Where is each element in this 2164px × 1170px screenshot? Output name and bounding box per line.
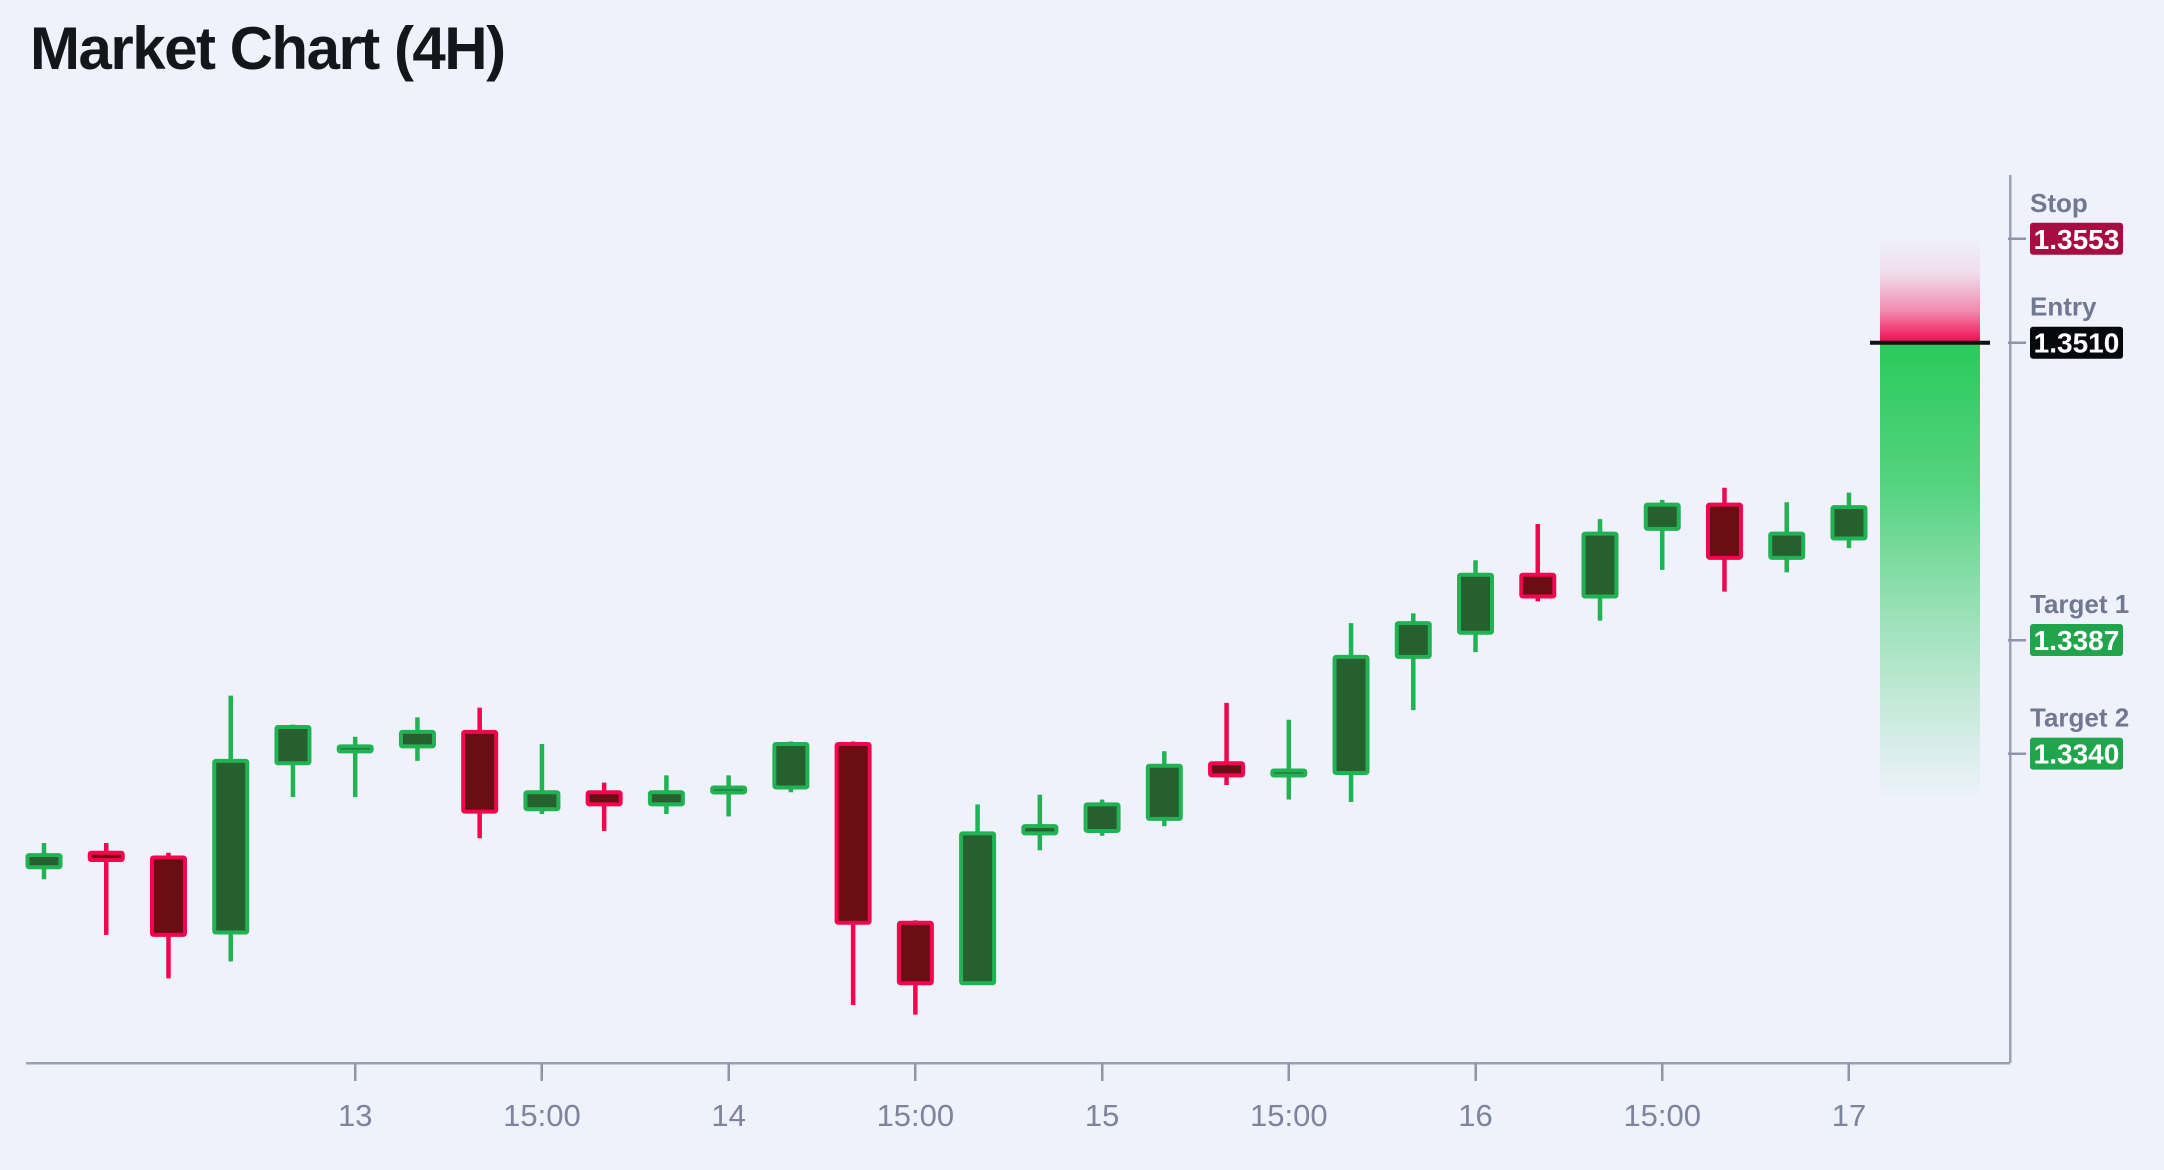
level-badge-value-target1: 1.3387 bbox=[2034, 625, 2120, 656]
candle-body bbox=[1394, 621, 1432, 659]
candle-bullish bbox=[772, 741, 810, 793]
candle-body bbox=[87, 850, 125, 862]
reward-zone bbox=[1880, 342, 1980, 802]
candle-body bbox=[1705, 502, 1743, 560]
candle-bullish bbox=[1768, 502, 1806, 573]
candle-bullish bbox=[523, 743, 561, 815]
candle-bullish bbox=[1643, 499, 1681, 570]
candle-bullish bbox=[710, 775, 748, 817]
x-axis-tick-label: 14 bbox=[711, 1098, 745, 1133]
candle-bullish bbox=[1394, 613, 1432, 711]
candle-body bbox=[1208, 761, 1246, 778]
candle-bullish bbox=[1083, 799, 1121, 836]
candle-body bbox=[1519, 572, 1557, 599]
candle-body bbox=[1145, 763, 1183, 821]
x-axis-tick-label: 15:00 bbox=[877, 1098, 955, 1133]
candle-bullish bbox=[398, 717, 436, 761]
candle-bearish bbox=[149, 852, 187, 979]
candle-bullish bbox=[1457, 560, 1495, 653]
candle-bullish bbox=[212, 695, 250, 962]
x-axis-tick-label: 15:00 bbox=[503, 1098, 581, 1133]
candle-body bbox=[461, 729, 499, 814]
x-axis-tick-label: 15:00 bbox=[1250, 1098, 1328, 1133]
candle-body bbox=[1332, 654, 1370, 775]
candle-body bbox=[1643, 502, 1681, 531]
candle-body bbox=[1830, 505, 1868, 541]
risk-zone bbox=[1880, 238, 1980, 343]
price-level-target1: Target 1 1.3387 bbox=[2008, 589, 2129, 657]
level-label-entry: Entry bbox=[2030, 292, 2097, 322]
price-level-stop: Stop 1.3553 bbox=[2008, 188, 2123, 255]
candle-bullish bbox=[336, 736, 374, 798]
price-level-target2: Target 2 1.3340 bbox=[2008, 703, 2129, 770]
candle-bearish bbox=[461, 707, 499, 839]
level-badge-stop[interactable] bbox=[2030, 222, 2123, 255]
candle-body bbox=[647, 790, 685, 807]
candle-bullish bbox=[1021, 794, 1059, 851]
candle-bullish bbox=[1581, 519, 1619, 621]
candle-body bbox=[772, 741, 810, 790]
x-axis-tick-label: 15:00 bbox=[1623, 1098, 1701, 1133]
candle-body bbox=[710, 785, 748, 795]
candle-body bbox=[212, 758, 250, 935]
candle-body bbox=[959, 831, 997, 986]
candle-body bbox=[896, 920, 934, 986]
candle-body bbox=[149, 855, 187, 937]
candle-body bbox=[1270, 768, 1308, 778]
level-label-target2: Target 2 bbox=[2030, 703, 2129, 733]
level-badge-value-entry: 1.3510 bbox=[2034, 328, 2120, 359]
x-axis-tick-label: 13 bbox=[338, 1098, 372, 1133]
level-badge-value-target2: 1.3340 bbox=[2034, 739, 2120, 770]
candle-body bbox=[1768, 531, 1806, 560]
candle-bullish bbox=[1145, 751, 1183, 827]
level-badge-entry[interactable] bbox=[2030, 326, 2123, 359]
candle-bullish bbox=[1830, 492, 1868, 549]
page-title: Market Chart (4H) bbox=[30, 15, 506, 82]
candle-body bbox=[1083, 802, 1121, 833]
candle-bearish bbox=[1208, 702, 1246, 786]
level-badge-target2[interactable] bbox=[2030, 737, 2123, 770]
candle-body bbox=[336, 744, 374, 754]
candle-bullish bbox=[1332, 623, 1370, 802]
candle-bearish bbox=[834, 741, 872, 1005]
candle-bullish bbox=[647, 775, 685, 815]
candle-body bbox=[585, 790, 623, 807]
candle-bearish bbox=[87, 843, 125, 935]
candle-body bbox=[834, 741, 872, 925]
x-axis-tick-label: 17 bbox=[1832, 1098, 1866, 1133]
candle-body bbox=[274, 725, 312, 766]
level-badge-value-stop: 1.3553 bbox=[2034, 224, 2120, 255]
price-level-entry: Entry 1.3510 bbox=[2008, 292, 2123, 359]
candle-bullish bbox=[1270, 719, 1308, 800]
candle-bullish bbox=[959, 804, 997, 986]
candle-bearish bbox=[585, 782, 623, 831]
x-axis-tick-label: 15 bbox=[1085, 1098, 1119, 1133]
level-badge-target1[interactable] bbox=[2030, 624, 2123, 657]
candle-body bbox=[1457, 572, 1495, 635]
x-axis-tick-label: 16 bbox=[1458, 1098, 1492, 1133]
candle-bullish bbox=[25, 843, 63, 880]
candle-body bbox=[398, 729, 436, 749]
candle-bullish bbox=[274, 724, 312, 798]
candle-bearish bbox=[896, 920, 934, 1015]
level-label-target1: Target 1 bbox=[2030, 589, 2129, 619]
candle-bearish bbox=[1519, 523, 1557, 602]
candle-bearish bbox=[1705, 487, 1743, 592]
candle-body bbox=[1581, 531, 1619, 599]
candle-body bbox=[1021, 824, 1059, 836]
candle-body bbox=[523, 790, 561, 812]
level-label-stop: Stop bbox=[2030, 188, 2088, 218]
candle-body bbox=[25, 853, 63, 870]
